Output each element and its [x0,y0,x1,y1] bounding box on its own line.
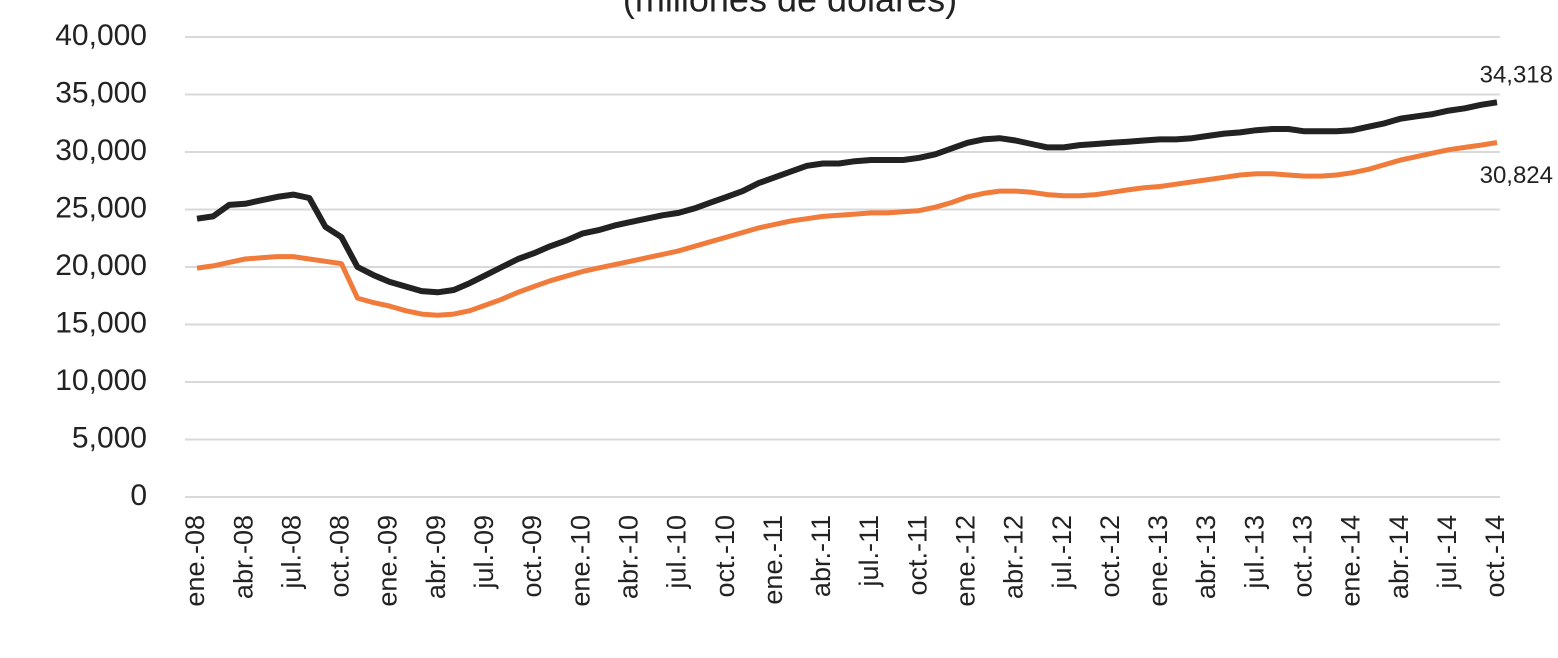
x-tick-label: abr.-11 [806,515,836,597]
line-series [196,140,1498,318]
x-tick-label: jul.-09 [469,515,499,590]
x-tick-label: abr.-12 [999,515,1029,599]
x-tick-label: oct.-08 [325,515,355,598]
x-tick-label: abr.-09 [421,515,451,599]
x-tick-label: abr.-08 [228,515,258,599]
x-tick-label: ene.-13 [1143,515,1173,607]
y-tick-label: 10,000 [55,364,147,397]
x-tick-label: abr.-13 [1191,515,1221,599]
data-label: 34,318 [1480,62,1553,89]
chart-subtitle: (millones de dólares) [623,0,957,20]
x-tick-label: ene.-10 [565,515,595,607]
x-tick-label: oct.-12 [1095,515,1125,598]
x-tick-label: abr.-14 [1384,515,1414,599]
x-tick-label: jul.-12 [1047,515,1077,590]
x-tick-label: jul.-11 [854,515,884,588]
y-tick-label: 40,000 [55,19,147,52]
y-tick-label: 0 [130,479,147,512]
x-tick-label: ene.-09 [373,515,403,607]
x-tick-label: oct.-11 [902,515,932,596]
x-tick-label: ene.-14 [1336,515,1366,607]
y-tick-label: 20,000 [55,249,147,282]
x-tick-label: abr.-10 [613,515,643,599]
y-tick-label: 25,000 [55,191,147,224]
x-tick-label: ene.-12 [950,515,980,607]
x-tick-label: jul.-08 [276,515,306,590]
data-label: 30,824 [1480,162,1553,189]
x-tick-label: jul.-13 [1239,515,1269,590]
y-tick-label: 15,000 [55,306,147,339]
line-series [196,99,1498,296]
x-tick-label: jul.-10 [662,515,692,590]
x-tick-label: ene.-11 [758,515,788,605]
x-tick-label: oct.-14 [1480,515,1510,598]
x-tick-label: jul.-14 [1432,515,1462,590]
y-tick-label: 5,000 [72,421,147,454]
x-tick-label: ene.-08 [180,515,210,607]
x-tick-label: oct.-09 [517,515,547,598]
x-tick-label: oct.-10 [710,515,740,598]
y-tick-label: 30,000 [55,134,147,167]
x-tick-label: oct.-13 [1288,515,1318,598]
y-tick-label: 35,000 [55,76,147,109]
